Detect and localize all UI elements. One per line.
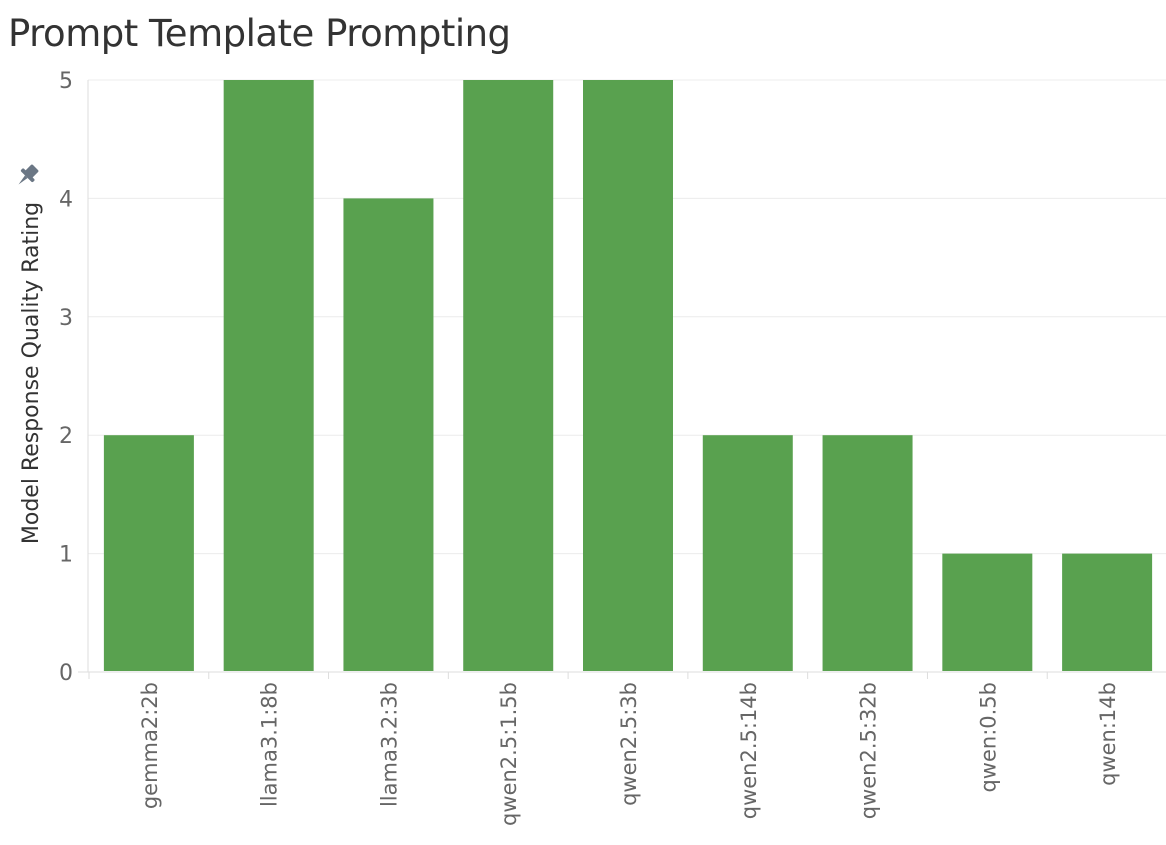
x-tick-label: qwen:0.5b <box>976 682 1000 793</box>
x-tick-label: gemma2:2b <box>138 682 162 809</box>
x-tick-label: llama3.1:8b <box>258 682 282 807</box>
bar[interactable] <box>103 435 194 671</box>
y-tick-label: 2 <box>59 424 73 449</box>
x-tick-labels: gemma2:2b llama3.1:8b llama3.2:3b qwen2.5:1… <box>138 682 1120 826</box>
y-axis-title-group: Model Response Quality Rating <box>13 162 44 544</box>
bar[interactable] <box>942 553 1033 671</box>
y-axis-title: Model Response Quality Rating <box>19 202 44 544</box>
pin-icon[interactable] <box>13 162 42 191</box>
y-tick-label: 4 <box>59 187 73 212</box>
x-tick-label: qwen2.5:32b <box>857 682 881 819</box>
bar[interactable] <box>1062 553 1153 671</box>
x-tick-label: qwen2.5:1.5b <box>497 682 521 826</box>
axes <box>78 80 1166 679</box>
bar[interactable] <box>583 80 673 671</box>
x-tick-label: qwen:14b <box>1096 682 1120 786</box>
x-tick-label: qwen2.5:3b <box>617 682 641 806</box>
bar[interactable] <box>702 435 793 671</box>
y-tick-label: 1 <box>59 543 73 568</box>
y-tick-label: 5 <box>59 69 73 94</box>
bar[interactable] <box>822 435 913 671</box>
y-tick-labels: 0 1 2 3 4 5 <box>59 69 73 686</box>
bar[interactable] <box>223 80 314 671</box>
bars <box>103 80 1153 671</box>
y-tick-label: 0 <box>59 661 73 686</box>
x-tick-label: llama3.2:3b <box>377 682 401 807</box>
bar[interactable] <box>343 198 434 671</box>
bar[interactable] <box>463 80 554 671</box>
y-tick-label: 3 <box>59 306 73 331</box>
chart-title: Prompt Template Prompting <box>8 12 511 55</box>
x-tick-label: qwen2.5:14b <box>737 682 761 819</box>
